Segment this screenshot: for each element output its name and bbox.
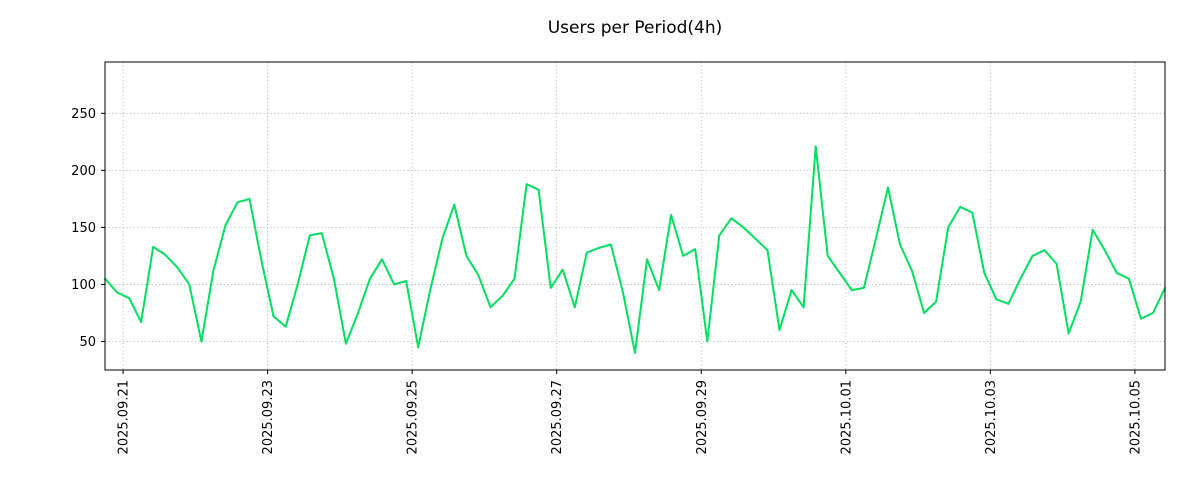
y-tick-label: 50 [79, 335, 96, 350]
x-tick-label: 2025.09.29 [695, 380, 710, 454]
x-tick-label: 2025.10.05 [1128, 380, 1143, 454]
y-tick-label: 200 [71, 164, 96, 179]
x-tick-label: 2025.10.03 [984, 380, 999, 454]
x-tick-label: 2025.09.27 [550, 380, 565, 454]
x-tick-label: 2025.09.23 [261, 380, 276, 454]
chart-title: Users per Period(4h) [547, 18, 723, 38]
plot-border [104, 61, 1166, 371]
users-series-line [104, 145, 1166, 354]
x-tick-label: 2025.09.21 [117, 380, 132, 454]
x-tick-label: 2025.09.25 [406, 380, 421, 454]
y-tick-label: 150 [71, 221, 96, 236]
y-tick-label: 250 [71, 107, 96, 122]
x-tick-label: 2025.10.01 [839, 380, 854, 454]
y-tick-label: 100 [71, 278, 96, 293]
